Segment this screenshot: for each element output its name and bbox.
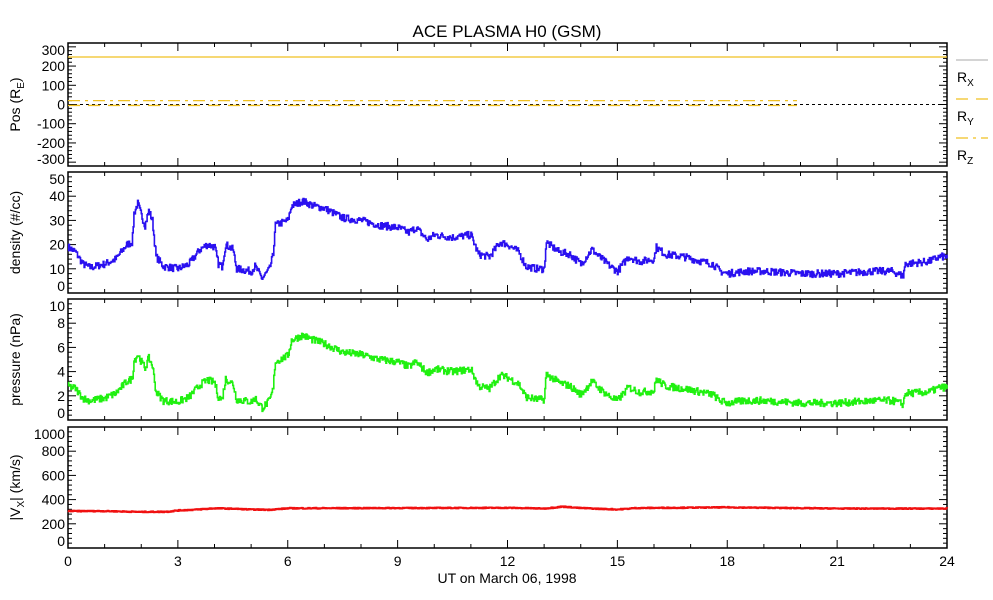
x-axis-label: UT on March 06, 1998 xyxy=(437,570,576,586)
y-tick-label: -200 xyxy=(37,135,65,151)
y-tick-label: 800 xyxy=(42,443,66,459)
y-tick-label: 10 xyxy=(49,261,65,277)
legend-label-r-y: RY xyxy=(957,108,974,128)
legend-label-r-z: RZ xyxy=(957,147,973,167)
y-tick-label: 300 xyxy=(42,42,66,58)
x-tick-label: 3 xyxy=(174,553,182,569)
y-tick-label: 0 xyxy=(57,533,65,549)
series-vx xyxy=(67,505,948,514)
y-tick-label: 200 xyxy=(42,58,66,74)
y-tick-label: 200 xyxy=(42,516,66,532)
x-tick-label: 6 xyxy=(284,553,292,569)
y-tick-label: 1000 xyxy=(34,426,65,442)
y-axis-label: pressure (nPa) xyxy=(7,313,23,406)
y-tick-label: 600 xyxy=(42,467,66,483)
x-tick-label: 15 xyxy=(610,553,626,569)
y-tick-label: 0 xyxy=(57,405,65,421)
y-tick-label: -300 xyxy=(37,151,65,167)
x-tick-label: 9 xyxy=(394,553,402,569)
y-tick-label: 20 xyxy=(49,237,65,253)
y-tick-label: 6 xyxy=(57,339,65,355)
plot-frame xyxy=(67,426,948,549)
y-tick-label: 0 xyxy=(57,97,65,113)
y-axis-label: density (#/cc) xyxy=(7,191,23,274)
chart-title: ACE PLASMA H0 (GSM) xyxy=(413,22,602,41)
y-tick-label: 10 xyxy=(49,298,65,314)
y-tick-label: 30 xyxy=(49,212,65,228)
x-tick-label: 21 xyxy=(829,553,845,569)
y-tick-label: 100 xyxy=(42,77,66,93)
y-tick-label: -100 xyxy=(37,116,65,132)
y-tick-label: 50 xyxy=(49,171,65,187)
x-tick-label: 24 xyxy=(939,553,955,569)
y-tick-label: 4 xyxy=(57,364,65,380)
x-tick-label: 0 xyxy=(64,553,72,569)
y-axis-label: |VX| (km/s) xyxy=(7,454,27,520)
y-tick-label: 40 xyxy=(49,188,65,204)
legend-label-r-x: RX xyxy=(957,69,974,89)
series-density xyxy=(67,197,948,280)
x-tick-label: 12 xyxy=(500,553,516,569)
y-tick-label: 8 xyxy=(57,315,65,331)
y-tick-label: 400 xyxy=(42,492,66,508)
y-tick-label: 2 xyxy=(57,388,65,404)
y-tick-label: 0 xyxy=(57,278,65,294)
y-axis-label: Pos (RE) xyxy=(7,77,27,131)
series-pressure xyxy=(67,332,948,413)
x-tick-label: 18 xyxy=(719,553,735,569)
